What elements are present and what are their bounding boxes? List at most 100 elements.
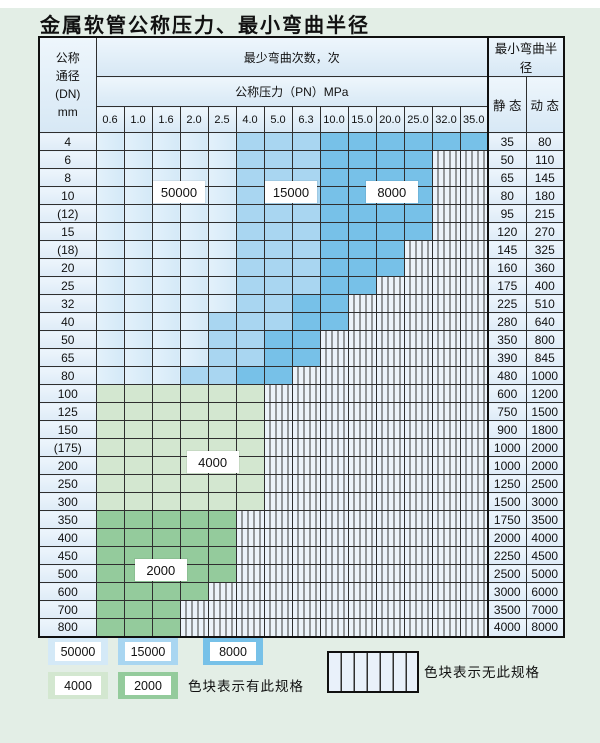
no-spec-cell [459,222,489,241]
no-spec-cell [291,366,321,385]
spec-cell-b2 [235,168,265,187]
no-spec-cell [263,492,293,511]
spec-cell-g1 [235,492,265,511]
pressure-header: 公称压力（PN）MPa [95,76,489,107]
spec-cell-b1 [95,240,125,259]
no-spec-cell [347,582,377,601]
dn-value: 6 [38,150,97,169]
no-spec-cell [459,150,489,169]
dynamic-radius-value: 4000 [525,528,565,547]
spec-cell-g1 [151,492,181,511]
dynamic-radius-value: 180 [525,186,565,205]
spec-cell-b2 [207,366,237,385]
dynamic-radius-value: 8000 [525,618,565,637]
legend-swatch-8000: 8000 [203,638,263,665]
dn-value: 400 [38,528,97,547]
no-spec-cell [459,384,489,403]
pressure-col-header: 10.0 [319,106,349,133]
no-spec-cell [291,582,321,601]
spec-cell-b2 [263,294,293,313]
spec-cell-b1 [151,366,181,385]
no-spec-cell [459,366,489,385]
no-spec-cell [431,240,461,259]
no-spec-cell [403,474,433,493]
spec-cell-b1 [207,222,237,241]
spec-cell-b3 [347,258,377,277]
spec-cell-b1 [151,348,181,367]
spec-cell-b1 [123,204,153,223]
dn-value: (175) [38,438,97,457]
no-spec-cell [291,564,321,583]
spec-cell-b2 [207,330,237,349]
spec-cell-b2 [263,132,293,151]
spec-cell-b1 [95,276,125,295]
no-spec-cell [319,600,349,619]
no-spec-cell [375,492,405,511]
bend-count-label-50000: 50000 [153,181,205,203]
spec-cell-b1 [151,150,181,169]
no-spec-cell [263,528,293,547]
no-spec-cell [375,276,405,295]
no-spec-cell [403,564,433,583]
dn-value: 50 [38,330,97,349]
page-title: 金属软管公称压力、最小弯曲半径 [40,13,370,37]
static-radius-value: 3500 [487,600,527,619]
no-spec-cell [347,384,377,403]
table-row: 20 160 360 [38,258,565,277]
table-row: 6 50 110 [38,150,565,169]
dn-value: 65 [38,348,97,367]
table-row: 4 35 80 [38,132,565,151]
spec-cell-b1 [95,222,125,241]
spec-cell-b2 [263,222,293,241]
spec-cell-b3 [319,276,349,295]
no-spec-cell [263,456,293,475]
spec-cell-b2 [263,276,293,295]
legend-no-spec-swatch [327,651,419,693]
spec-cell-g1 [179,384,209,403]
no-spec-cell [431,618,461,637]
table-row: 125 750 1500 [38,402,565,421]
legend-swatch-2000: 2000 [118,672,178,699]
spec-cell-b3 [347,222,377,241]
no-spec-cell [459,348,489,367]
static-radius-value: 50 [487,150,527,169]
no-spec-cell [375,474,405,493]
spec-cell-b1 [95,204,125,223]
table-row: (18) 145 325 [38,240,565,259]
spec-cell-g1 [179,420,209,439]
dynamic-column-header: 动 态 [525,76,565,133]
no-spec-cell [375,510,405,529]
static-radius-value: 480 [487,366,527,385]
no-spec-cell [459,600,489,619]
no-spec-cell [319,402,349,421]
no-spec-cell [235,528,265,547]
spec-cell-b2 [235,312,265,331]
spec-cell-b1 [95,330,125,349]
dn-value: 600 [38,582,97,601]
static-radius-value: 1000 [487,438,527,457]
no-spec-cell [263,618,293,637]
spec-cell-g2 [95,510,125,529]
spec-cell-g2 [95,618,125,637]
no-spec-cell [291,474,321,493]
legend-swatch-value: 50000 [55,642,101,661]
no-spec-cell [347,456,377,475]
dynamic-radius-value: 325 [525,240,565,259]
spec-cell-b1 [151,222,181,241]
table-row: 250 1250 2500 [38,474,565,493]
spec-cell-b2 [291,132,321,151]
no-spec-cell [347,312,377,331]
spec-cell-g1 [235,438,265,457]
no-spec-cell [431,384,461,403]
static-radius-value: 120 [487,222,527,241]
no-spec-cell [431,456,461,475]
static-radius-value: 3000 [487,582,527,601]
dynamic-radius-value: 1200 [525,384,565,403]
dynamic-radius-value: 145 [525,168,565,187]
table-row: (175) 1000 2000 [38,438,565,457]
table-row: 800 4000 8000 [38,618,565,637]
spec-cell-b2 [263,150,293,169]
spec-cell-b1 [151,312,181,331]
no-spec-cell [291,384,321,403]
legend-swatch-value: 2000 [125,676,171,695]
